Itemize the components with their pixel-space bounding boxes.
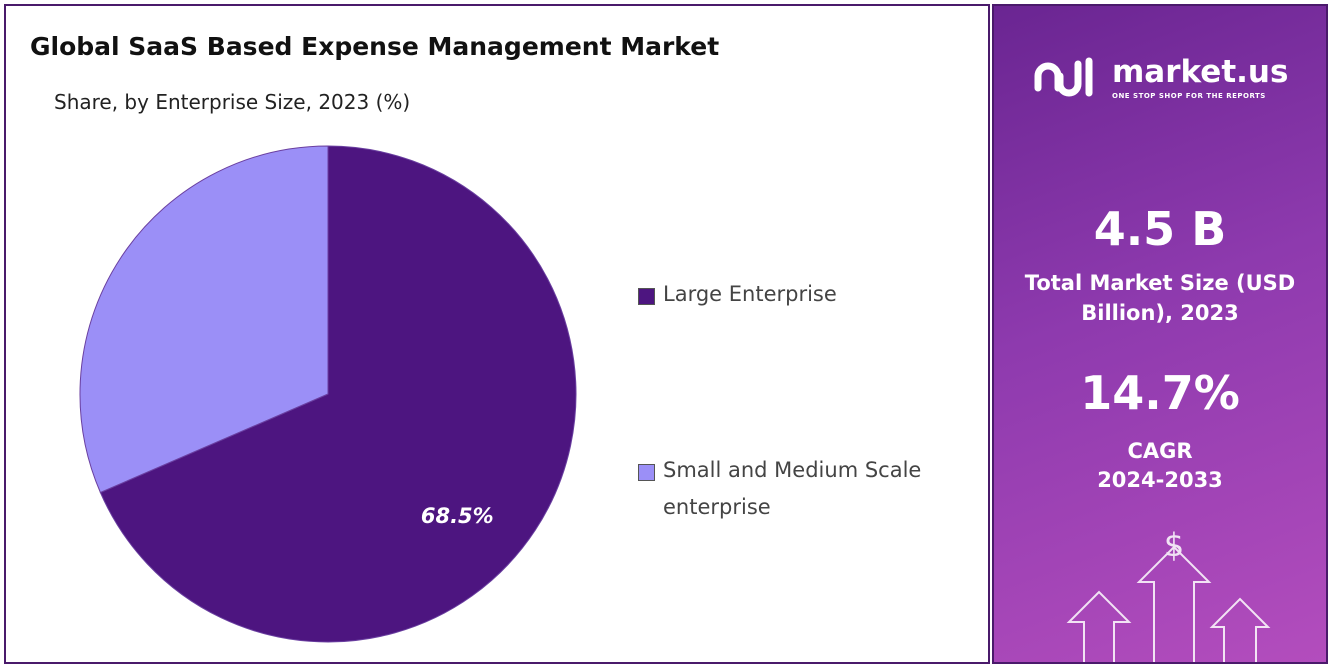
chart-panel: Global SaaS Based Expense Management Mar… bbox=[4, 4, 990, 664]
decoration: $ bbox=[1034, 57, 1271, 662]
market-size: 4.5 B bbox=[1093, 202, 1227, 256]
tagline: ONE STOP SHOP FOR THE REPORTS bbox=[1112, 92, 1266, 100]
cagr-value: 14.7% bbox=[1080, 366, 1240, 420]
pie-chart: 68.5% bbox=[79, 145, 577, 643]
arrows: $ bbox=[1066, 526, 1271, 662]
legend-label: Small and Medium Scale enterprise bbox=[663, 458, 922, 519]
data-label: 68.5% bbox=[421, 504, 494, 528]
legend-swatch bbox=[638, 464, 655, 481]
legend-swatch bbox=[638, 288, 655, 305]
cagr-label: CAGR bbox=[1127, 439, 1193, 463]
logo-icon bbox=[1034, 57, 1093, 97]
cagr-period: 2024-2033 bbox=[1097, 468, 1223, 492]
chart-title: Global SaaS Based Expense Management Mar… bbox=[30, 32, 720, 61]
logo-text: market.us bbox=[1112, 54, 1289, 90]
side-panel: $ market.us ONE STOP SHOP FOR THE REPORT… bbox=[992, 4, 1328, 664]
chart-subtitle: Share, by Enterprise Size, 2023 (%) bbox=[54, 90, 411, 114]
svg-text:$: $ bbox=[1164, 526, 1184, 564]
market-size-label: Total Market Size (USD Billion), 2023 bbox=[1024, 271, 1296, 325]
legend-label: Large Enterprise bbox=[663, 282, 837, 306]
pie-slice bbox=[79, 145, 329, 494]
pie-slice bbox=[99, 145, 577, 643]
